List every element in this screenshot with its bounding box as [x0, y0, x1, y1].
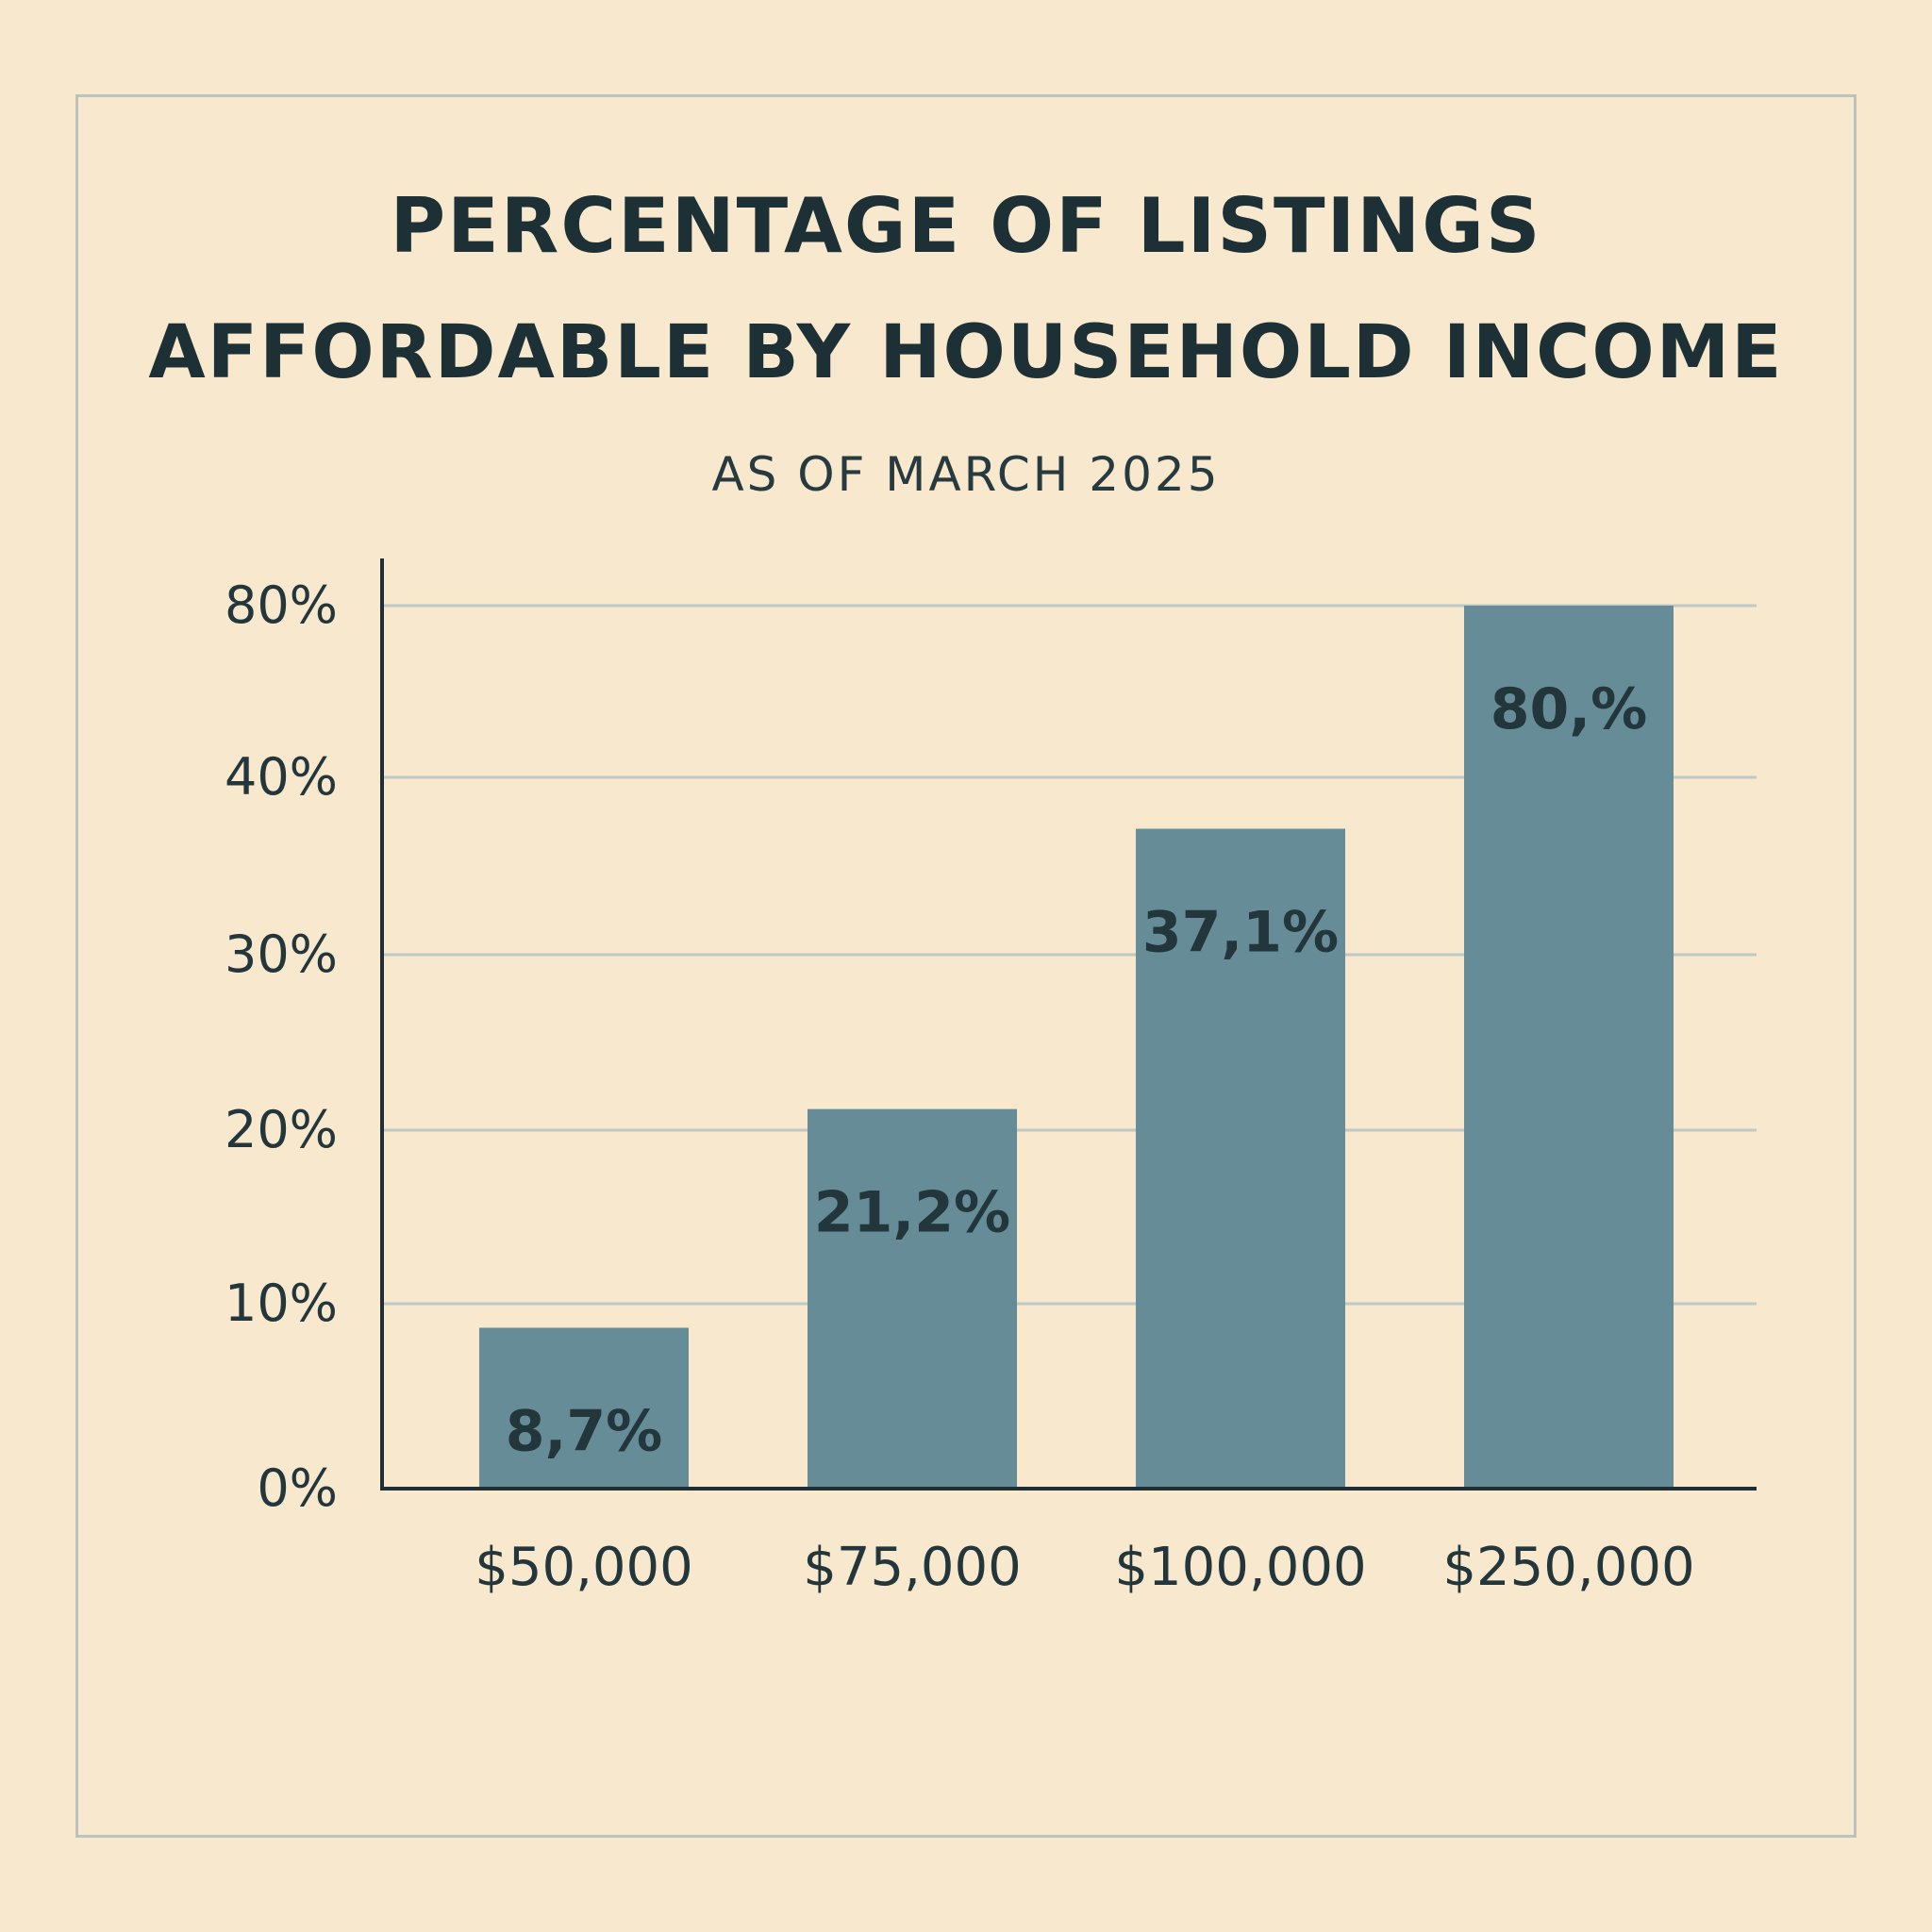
bar-data-label: 21,2% [814, 1180, 1010, 1246]
bar-data-label: 8,7% [506, 1398, 662, 1464]
bar [479, 1327, 689, 1489]
labels: 0% 10% 20% 30% 40% 80% 8,7% $50,000 21,2% $75,000… [225, 575, 1695, 1598]
chart-title-line-1: PERCENTAGE OF LISTINGS [390, 182, 1542, 270]
chart-title-line-2: AFFORDABLE BY HOUSEHOLD INCOME [148, 310, 1784, 395]
bar [808, 1108, 1017, 1489]
chart-frame [75, 94, 1857, 1838]
chart-subtitle: AS OF MARCH 2025 [711, 447, 1221, 502]
bar-data-label: 80,% [1491, 676, 1647, 742]
y-tick-label: 10% [225, 1274, 338, 1333]
bar [1464, 606, 1674, 1489]
x-category-label: $100,000 [1114, 1537, 1366, 1598]
y-tick-label: 30% [225, 924, 338, 984]
axes [380, 558, 1757, 1491]
y-tick-label: 20% [225, 1100, 338, 1159]
bars [479, 606, 1674, 1489]
y-tick-label: 40% [225, 747, 338, 807]
y-tick-label: 80% [225, 575, 338, 635]
x-category-label: $75,000 [803, 1537, 1022, 1598]
x-category-label: $250,000 [1442, 1537, 1694, 1598]
y-tick-label: 0% [257, 1458, 338, 1518]
bar [1136, 828, 1345, 1489]
bar-data-label: 37,1% [1142, 900, 1339, 966]
x-category-label: $50,000 [475, 1537, 693, 1598]
